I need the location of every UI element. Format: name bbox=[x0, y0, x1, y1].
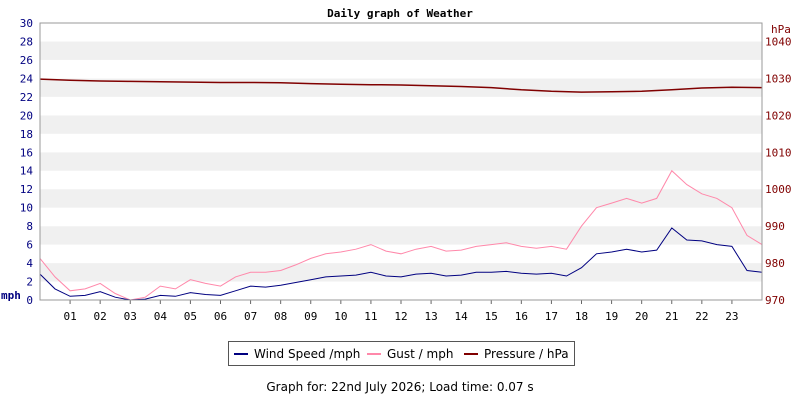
series-wind-speed bbox=[39, 227, 763, 301]
x-tick-label: 11 bbox=[364, 310, 377, 323]
x-tick-label: 04 bbox=[154, 310, 168, 323]
x-tick-label: 03 bbox=[124, 310, 137, 323]
y-left-tick-label: 2 bbox=[26, 276, 33, 289]
y-right-tick-label: 1000 bbox=[765, 183, 792, 196]
x-tick-label: 02 bbox=[94, 310, 107, 323]
legend-label-pressure: Pressure / hPa bbox=[484, 347, 569, 361]
legend-label-wind: Wind Speed /mph bbox=[254, 347, 361, 361]
x-tick-label: 05 bbox=[184, 310, 197, 323]
y-left-tick-label: 20 bbox=[20, 109, 33, 122]
x-tick-label: 20 bbox=[635, 310, 648, 323]
x-tick-label: 09 bbox=[304, 310, 317, 323]
y-right-tick-label: 1030 bbox=[765, 72, 792, 85]
y-left-tick-label: 10 bbox=[20, 202, 33, 215]
chart-title: Daily graph of Weather bbox=[327, 7, 473, 20]
footer-status: Graph for: 22nd July 2026; Load time: 0.… bbox=[266, 380, 534, 394]
x-tick-label: 10 bbox=[334, 310, 347, 323]
x-tick-label: 16 bbox=[515, 310, 528, 323]
grid-band bbox=[40, 115, 762, 134]
x-tick-label: 12 bbox=[394, 310, 407, 323]
grid-band bbox=[40, 23, 762, 42]
x-tick-label: 07 bbox=[244, 310, 257, 323]
x-tick-label: 15 bbox=[485, 310, 498, 323]
x-tick-label: 18 bbox=[575, 310, 588, 323]
x-tick-label: 22 bbox=[695, 310, 708, 323]
y-left-tick-label: 30 bbox=[20, 17, 33, 30]
y-right-tick-label: 1010 bbox=[765, 146, 792, 159]
y-left-tick-label: 24 bbox=[20, 72, 34, 85]
legend-swatch-gust bbox=[367, 353, 381, 355]
legend: Wind Speed /mph Gust / mph Pressure / hP… bbox=[228, 341, 575, 366]
legend-label-gust: Gust / mph bbox=[387, 347, 454, 361]
grid-band bbox=[40, 96, 762, 116]
grid-band bbox=[40, 152, 762, 171]
y-right-tick-label: 970 bbox=[765, 294, 785, 307]
y-axis-left-label: mph bbox=[1, 289, 21, 302]
y-left-tick-label: 28 bbox=[20, 35, 33, 48]
y-left-tick-label: 16 bbox=[20, 146, 33, 159]
y-left-tick-label: 0 bbox=[26, 294, 33, 307]
y-left-tick-label: 18 bbox=[20, 128, 33, 141]
x-tick-label: 19 bbox=[605, 310, 618, 323]
grid-band bbox=[40, 59, 762, 79]
y-right-tick-label: 980 bbox=[765, 257, 785, 270]
legend-swatch-pressure bbox=[464, 353, 478, 355]
x-tick-label: 17 bbox=[545, 310, 558, 323]
grid-band bbox=[40, 41, 762, 60]
series-gust bbox=[39, 169, 763, 301]
x-tick-label: 06 bbox=[214, 310, 227, 323]
x-tick-label: 13 bbox=[424, 310, 437, 323]
grid-band bbox=[40, 207, 762, 227]
y-right-tick-label: 990 bbox=[765, 220, 785, 233]
y-left-tick-label: 12 bbox=[20, 183, 33, 196]
x-tick-label: 14 bbox=[455, 310, 469, 323]
y-right-tick-label: 1020 bbox=[765, 109, 792, 122]
y-right-tick-label: 1040 bbox=[765, 35, 792, 48]
grid-band bbox=[40, 226, 762, 245]
x-tick-label: 21 bbox=[665, 310, 678, 323]
grid-band bbox=[40, 263, 762, 282]
grid-band bbox=[40, 133, 762, 153]
y-left-tick-label: 26 bbox=[20, 54, 33, 67]
grid-band bbox=[40, 170, 762, 190]
grid-band bbox=[40, 281, 762, 300]
y-left-tick-label: 14 bbox=[20, 165, 34, 178]
x-tick-label: 08 bbox=[274, 310, 287, 323]
y-left-tick-label: 8 bbox=[26, 220, 33, 233]
x-tick-label: 01 bbox=[63, 310, 76, 323]
y-left-tick-label: 22 bbox=[20, 91, 33, 104]
grid-band bbox=[40, 189, 762, 208]
x-tick-label: 23 bbox=[725, 310, 738, 323]
series-pressure bbox=[39, 78, 763, 93]
y-left-tick-label: 6 bbox=[26, 239, 33, 252]
y-left-tick-label: 4 bbox=[26, 257, 33, 270]
y-axis-right-label: hPa bbox=[771, 23, 791, 36]
legend-swatch-wind bbox=[234, 353, 248, 355]
